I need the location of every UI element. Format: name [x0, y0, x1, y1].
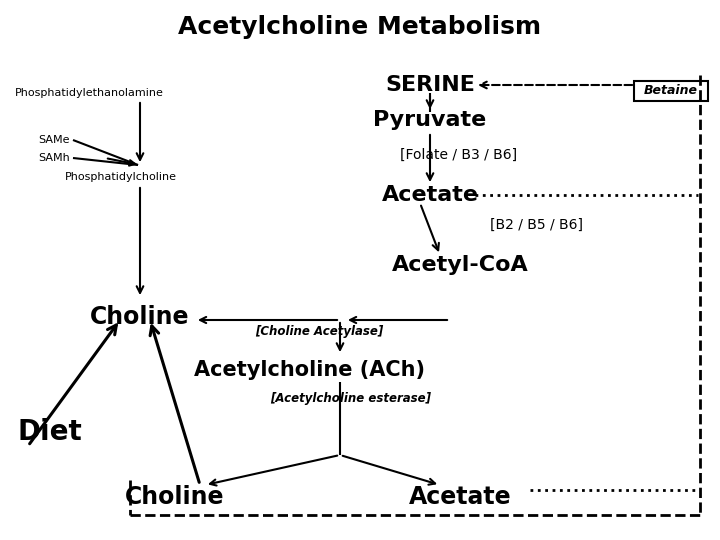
- Text: SAMh: SAMh: [38, 153, 70, 163]
- Text: Choline: Choline: [90, 305, 190, 329]
- Text: Acetate: Acetate: [409, 485, 511, 509]
- Text: Diet: Diet: [18, 418, 83, 446]
- Text: [Choline Acetylase]: [Choline Acetylase]: [255, 325, 383, 338]
- Text: Pyruvate: Pyruvate: [374, 110, 487, 130]
- Text: Acetylcholine Metabolism: Acetylcholine Metabolism: [179, 15, 541, 39]
- Text: SAMe: SAMe: [38, 135, 70, 145]
- Text: Acetylcholine (ACh): Acetylcholine (ACh): [194, 360, 426, 380]
- Text: Acetate: Acetate: [382, 185, 479, 205]
- Text: Acetyl-CoA: Acetyl-CoA: [392, 255, 528, 275]
- Text: [B2 / B5 / B6]: [B2 / B5 / B6]: [490, 218, 583, 232]
- Text: SERINE: SERINE: [385, 75, 475, 95]
- Text: Phosphatidylethanolamine: Phosphatidylethanolamine: [15, 88, 164, 98]
- Text: [Acetylcholine esterase]: [Acetylcholine esterase]: [270, 392, 431, 405]
- Text: Choline: Choline: [125, 485, 225, 509]
- Text: Betaine: Betaine: [644, 84, 698, 98]
- Text: [Folate / B3 / B6]: [Folate / B3 / B6]: [400, 148, 517, 162]
- Text: Phosphatidylcholine: Phosphatidylcholine: [65, 172, 177, 182]
- FancyBboxPatch shape: [634, 81, 708, 101]
